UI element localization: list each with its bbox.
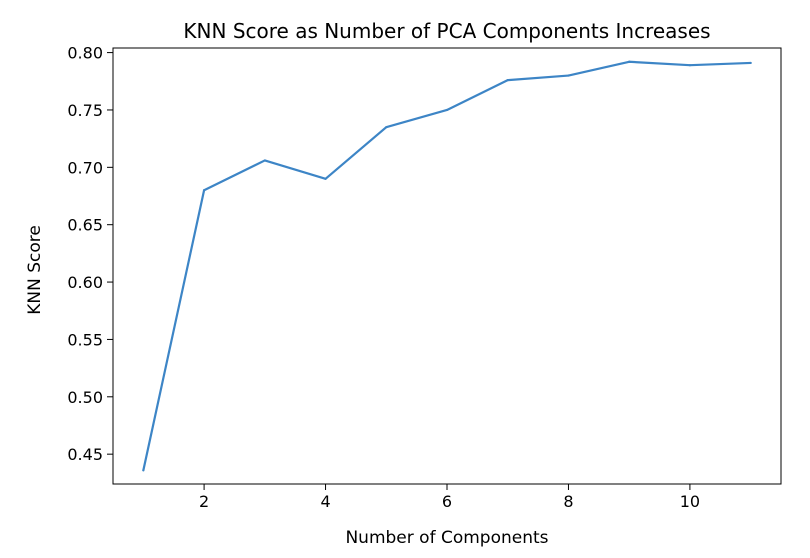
y-axis-label: KNN Score: [25, 225, 45, 315]
x-tick-label: 2: [199, 492, 209, 511]
data-point: [445, 108, 449, 112]
data-point: [324, 177, 327, 180]
x-axis-label: Number of Components: [345, 528, 548, 548]
data-point: [142, 469, 145, 472]
x-tick-label: 6: [442, 492, 452, 511]
y-tick-label: 0.80: [67, 44, 103, 63]
data-point: [688, 64, 692, 67]
y-tick-label: 0.75: [67, 101, 103, 120]
plot-area-frame: [112, 47, 782, 485]
data-point: [567, 74, 570, 77]
y-tick-label: 0.60: [67, 273, 103, 292]
chart-title: KNN Score as Number of PCA Components In…: [183, 19, 710, 43]
y-tick-label: 0.70: [67, 158, 103, 177]
series-line: [142, 60, 752, 472]
y-tick-label: 0.65: [67, 216, 103, 235]
x-tick-label: 10: [680, 492, 700, 511]
data-point: [628, 60, 631, 63]
data-point: [506, 79, 509, 82]
y-tick-label: 0.50: [67, 388, 103, 407]
data-point: [385, 126, 388, 129]
data-point: [202, 189, 206, 192]
y-tick-label: 0.55: [67, 330, 103, 349]
x-tick-label: 8: [563, 492, 573, 511]
data-point: [749, 61, 752, 65]
y-tick-label: 0.45: [67, 445, 103, 464]
data-point: [263, 159, 266, 162]
x-tick-label: 4: [320, 492, 330, 511]
